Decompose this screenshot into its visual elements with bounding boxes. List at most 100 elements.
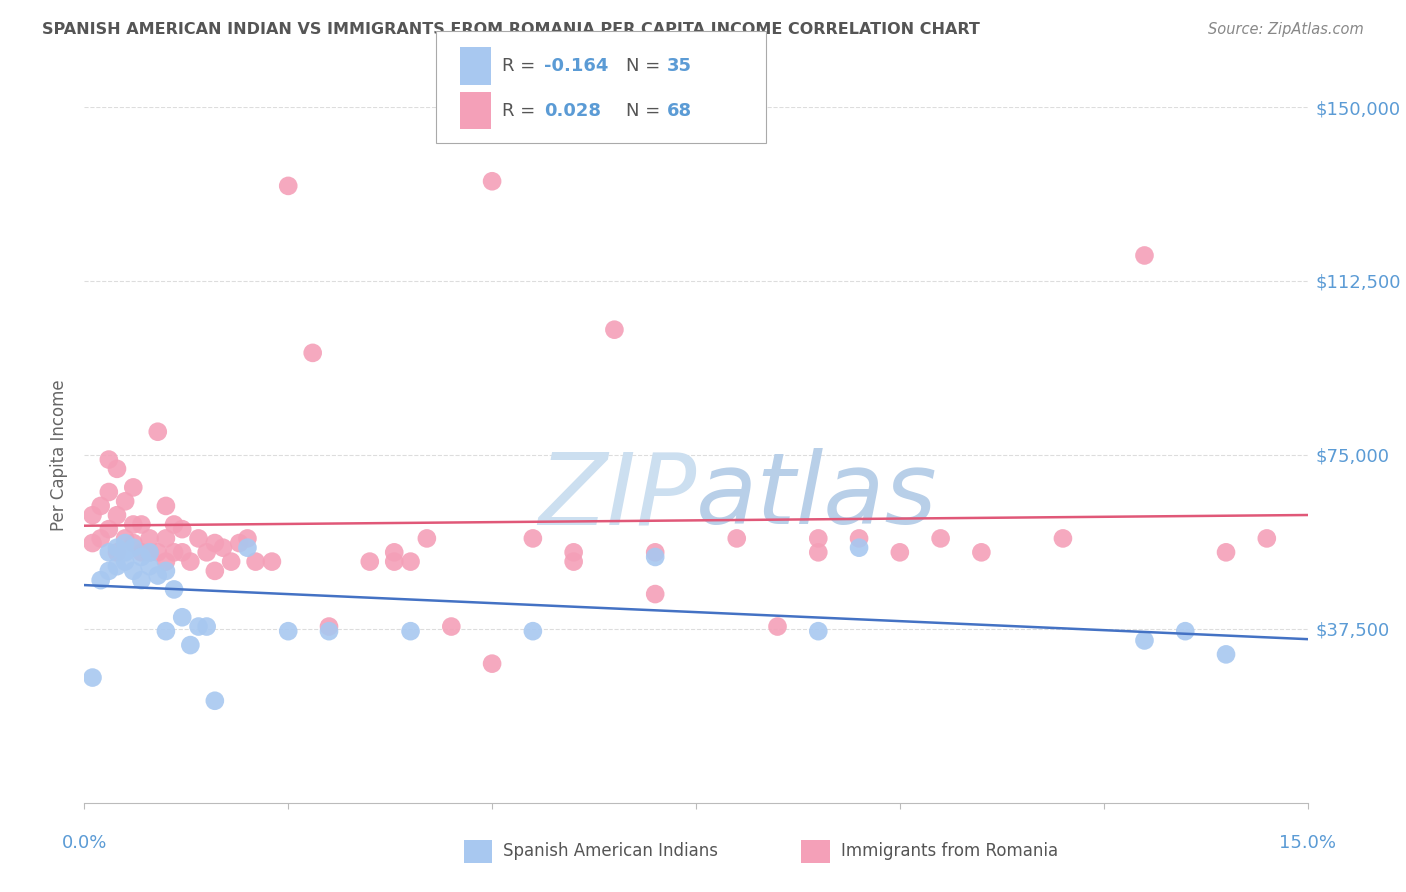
Point bbox=[105, 545, 128, 559]
Point bbox=[146, 425, 169, 439]
Text: N =: N = bbox=[626, 57, 665, 75]
Point bbox=[155, 564, 177, 578]
Point bbox=[82, 536, 104, 550]
Point bbox=[1215, 648, 1237, 662]
Point bbox=[195, 619, 218, 633]
Text: N =: N = bbox=[626, 102, 665, 120]
Point bbox=[603, 323, 626, 337]
Point bbox=[90, 532, 112, 546]
Point bbox=[481, 174, 503, 188]
Point bbox=[848, 541, 870, 555]
Point bbox=[318, 619, 340, 633]
Text: R =: R = bbox=[502, 57, 541, 75]
Point bbox=[1133, 248, 1156, 262]
Point bbox=[399, 624, 422, 639]
Point bbox=[122, 564, 145, 578]
Point bbox=[245, 555, 267, 569]
Point bbox=[301, 346, 323, 360]
Point bbox=[163, 517, 186, 532]
Point bbox=[1215, 545, 1237, 559]
Point bbox=[440, 619, 463, 633]
Point bbox=[277, 624, 299, 639]
Point bbox=[807, 545, 830, 559]
Point bbox=[195, 545, 218, 559]
Point bbox=[204, 564, 226, 578]
Point bbox=[1133, 633, 1156, 648]
Point bbox=[82, 508, 104, 523]
Point bbox=[163, 582, 186, 597]
Point bbox=[122, 480, 145, 494]
Point bbox=[236, 541, 259, 555]
Point bbox=[889, 545, 911, 559]
Point bbox=[522, 624, 544, 639]
Point bbox=[138, 545, 160, 559]
Point bbox=[179, 555, 201, 569]
Point bbox=[187, 532, 209, 546]
Point bbox=[260, 555, 283, 569]
Point bbox=[725, 532, 748, 546]
Text: 0.0%: 0.0% bbox=[62, 834, 107, 852]
Text: ZIP: ZIP bbox=[537, 448, 696, 545]
Y-axis label: Per Capita Income: Per Capita Income bbox=[51, 379, 69, 531]
Point bbox=[131, 573, 153, 587]
Point bbox=[970, 545, 993, 559]
Text: 15.0%: 15.0% bbox=[1279, 834, 1336, 852]
Point bbox=[163, 545, 186, 559]
Point bbox=[766, 619, 789, 633]
Point bbox=[114, 555, 136, 569]
Point bbox=[155, 532, 177, 546]
Point bbox=[131, 517, 153, 532]
Point bbox=[114, 494, 136, 508]
Text: 35: 35 bbox=[666, 57, 692, 75]
Text: Spanish American Indians: Spanish American Indians bbox=[503, 842, 718, 861]
Text: atlas: atlas bbox=[696, 448, 938, 545]
Point bbox=[90, 573, 112, 587]
Point bbox=[562, 555, 585, 569]
Point bbox=[105, 462, 128, 476]
Text: R =: R = bbox=[502, 102, 541, 120]
Point bbox=[212, 541, 235, 555]
Point bbox=[172, 545, 194, 559]
Point bbox=[138, 545, 160, 559]
Point bbox=[131, 545, 153, 559]
Point bbox=[644, 587, 666, 601]
Point bbox=[97, 522, 120, 536]
Point bbox=[318, 624, 340, 639]
Point bbox=[155, 624, 177, 639]
Point bbox=[522, 532, 544, 546]
Point bbox=[179, 638, 201, 652]
Point bbox=[204, 694, 226, 708]
Point bbox=[1052, 532, 1074, 546]
Point bbox=[90, 499, 112, 513]
Point bbox=[481, 657, 503, 671]
Point bbox=[114, 536, 136, 550]
Point bbox=[114, 532, 136, 546]
Point bbox=[82, 671, 104, 685]
Point bbox=[644, 545, 666, 559]
Point bbox=[97, 452, 120, 467]
Point bbox=[122, 536, 145, 550]
Point bbox=[155, 555, 177, 569]
Point bbox=[807, 532, 830, 546]
Point bbox=[187, 619, 209, 633]
Point bbox=[105, 508, 128, 523]
Text: 0.028: 0.028 bbox=[544, 102, 602, 120]
Point bbox=[146, 568, 169, 582]
Point bbox=[277, 178, 299, 193]
Point bbox=[219, 555, 242, 569]
Text: 68: 68 bbox=[666, 102, 692, 120]
Point bbox=[382, 545, 405, 559]
Point bbox=[172, 522, 194, 536]
Point bbox=[105, 559, 128, 574]
Point bbox=[138, 532, 160, 546]
Point bbox=[228, 536, 250, 550]
Point bbox=[114, 545, 136, 559]
Point bbox=[382, 555, 405, 569]
Point bbox=[131, 549, 153, 564]
Point bbox=[848, 532, 870, 546]
Point bbox=[1256, 532, 1278, 546]
Point bbox=[97, 545, 120, 559]
Point bbox=[204, 536, 226, 550]
Point bbox=[807, 624, 830, 639]
Text: Source: ZipAtlas.com: Source: ZipAtlas.com bbox=[1208, 22, 1364, 37]
